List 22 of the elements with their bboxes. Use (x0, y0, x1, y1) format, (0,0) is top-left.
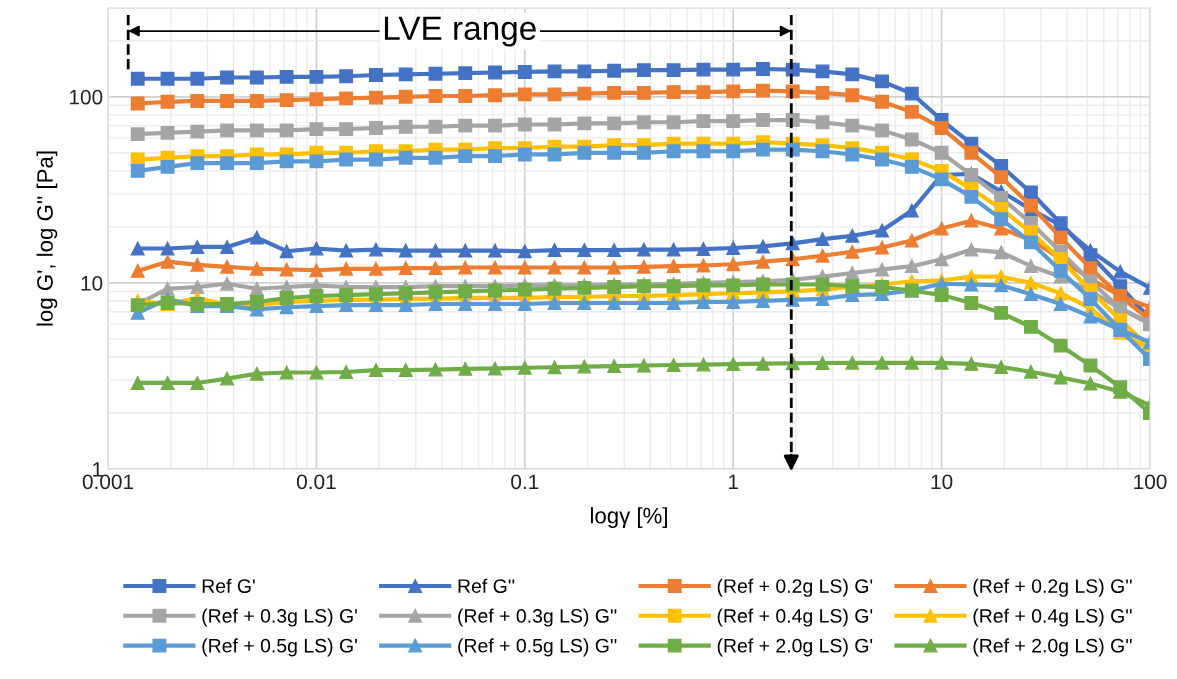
legend-label: (Ref + 0.5g LS) G' (202, 638, 357, 657)
legend-label: (Ref + 0.2g LS) G'' (973, 578, 1132, 597)
y-tick-label: 10 (81, 275, 103, 291)
legend-label: (Ref + 0.3g LS) G'' (458, 608, 617, 627)
legend-label: (Ref + 0.3g LS) G' (202, 608, 357, 627)
x-tick-label: 100 (1134, 474, 1167, 490)
legend-label: (Ref + 0.2g LS) G' (717, 578, 873, 597)
annotation: LVE range (384, 16, 536, 47)
legend-label: (Ref + 0.4g LS) G' (717, 608, 873, 627)
legend-label: (Ref + 0.5g LS) G'' (458, 638, 617, 657)
legend-label: (Ref + 0.4g LS) G'' (973, 608, 1132, 627)
legend-label: Ref G'' (458, 578, 515, 593)
y-axis-title: log G', log G'' [Pa] (36, 151, 58, 326)
x-tick-label: 0.01 (296, 474, 336, 490)
x-tick-label: 1 (729, 474, 738, 489)
x-tick-label: 0.1 (511, 474, 539, 490)
legend-label: (Ref + 2.0g LS) G' (717, 638, 873, 657)
x-tick-label: 10 (931, 474, 953, 490)
y-tick-label: 100 (69, 89, 103, 105)
legend-label: Ref G' (202, 578, 255, 593)
x-axis-title: logγ [%] (590, 507, 667, 528)
legend-label: (Ref + 2.0g LS) G'' (973, 638, 1132, 657)
